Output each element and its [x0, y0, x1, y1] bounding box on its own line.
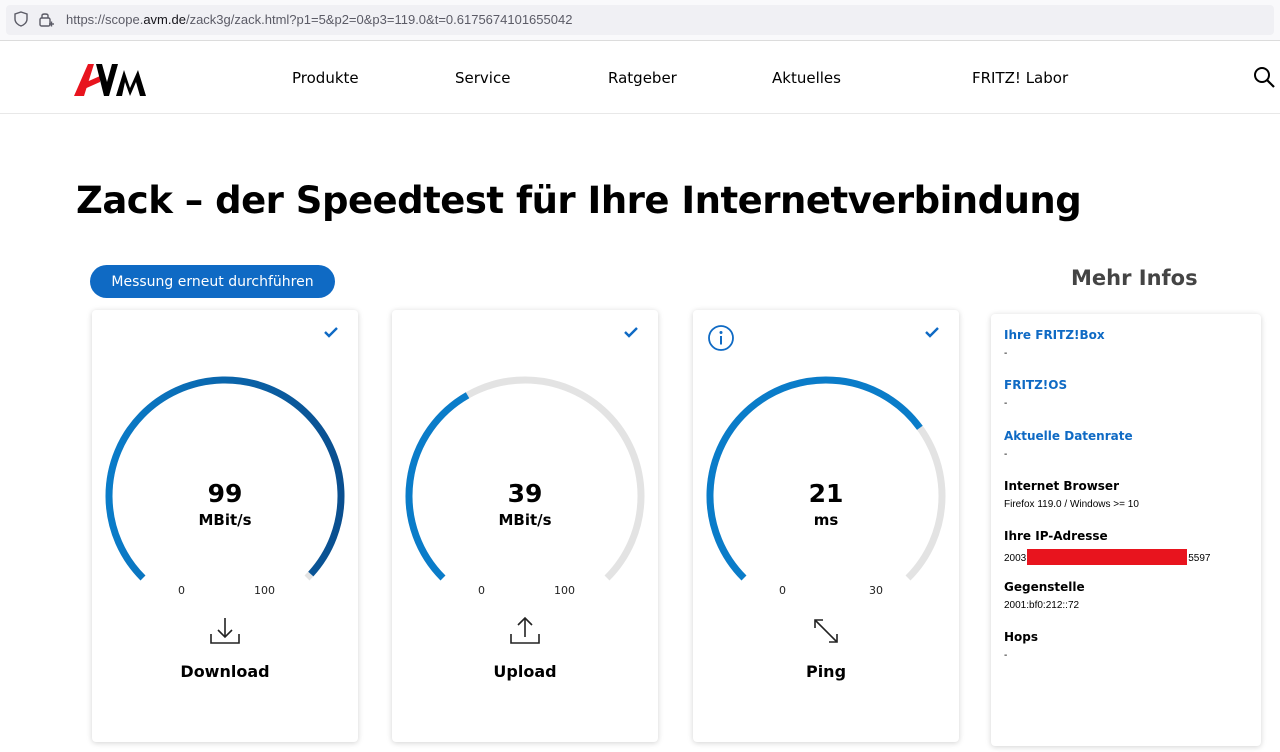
search-icon[interactable]	[1253, 66, 1275, 88]
info-ip: Ihre IP-Adresse 2003 5597	[1004, 529, 1211, 565]
site-header: Produkte Service Ratgeber Aktuelles FRIT…	[0, 41, 1280, 114]
info-browser: Internet Browser Firefox 119.0 / Windows…	[1004, 479, 1139, 510]
info-value: 2003 5597	[1004, 549, 1211, 565]
info-value: Firefox 119.0 / Windows >= 10	[1004, 499, 1139, 510]
gauge-fill	[105, 376, 345, 581]
info-gegenstelle: Gegenstelle 2001:bf0:212::72	[1004, 580, 1085, 611]
check-icon	[624, 327, 638, 338]
ping-arrows-icon	[814, 619, 838, 643]
info-key: Ihre IP-Adresse	[1004, 529, 1108, 543]
download-scale-min: 0	[178, 584, 185, 597]
ping-card: 21 ms 0 30 Ping	[693, 310, 959, 742]
upload-scale-max: 100	[554, 584, 575, 597]
download-scale-max: 100	[254, 584, 275, 597]
ip-redaction	[1027, 549, 1188, 565]
ip-suffix: 5597	[1188, 553, 1211, 564]
info-value: 2001:bf0:212::72	[1004, 600, 1080, 611]
info-icon[interactable]	[707, 324, 735, 352]
info-value: -	[1004, 449, 1008, 460]
download-icon	[210, 618, 240, 644]
info-hops: Hops -	[1004, 630, 1038, 661]
shield-icon[interactable]	[14, 11, 28, 27]
upload-label: Upload	[493, 662, 557, 681]
nav-fritz-labor[interactable]: FRITZ! Labor	[972, 69, 1069, 87]
info-value: -	[1004, 398, 1008, 409]
rerun-test-button[interactable]: Messung erneut durchführen	[90, 265, 335, 298]
more-info-panel: Ihre FRITZ!Box - FRITZ!OS - Aktuelle Dat…	[991, 314, 1261, 746]
download-gauge	[105, 376, 345, 581]
ping-gauge	[706, 376, 946, 581]
upload-scale-min: 0	[478, 584, 485, 597]
browser-url-bar: https://scope.avm.de/zack3g/zack.html?p1…	[0, 0, 1280, 41]
upload-gauge	[405, 376, 645, 581]
info-key: Hops	[1004, 630, 1039, 644]
check-icon	[925, 327, 939, 338]
info-fritzos: FRITZ!OS -	[1004, 378, 1067, 409]
avm-logo-graphic	[74, 64, 146, 96]
info-datenrate: Aktuelle Datenrate -	[1004, 429, 1133, 460]
nav-produkte[interactable]: Produkte	[292, 69, 359, 87]
info-fritzbox: Ihre FRITZ!Box -	[1004, 328, 1105, 359]
ip-prefix: 2003	[1004, 553, 1027, 564]
nav-aktuelles[interactable]: Aktuelles	[772, 69, 841, 87]
check-icon	[324, 327, 338, 338]
download-value: 99	[207, 479, 243, 508]
nav-service[interactable]: Service	[455, 69, 511, 87]
info-key[interactable]: FRITZ!OS	[1004, 378, 1068, 392]
gauge-fill	[405, 392, 470, 581]
nav-ratgeber[interactable]: Ratgeber	[608, 69, 677, 87]
url-text[interactable]: https://scope.avm.de/zack3g/zack.html?p1…	[66, 12, 572, 27]
ping-unit: ms	[813, 511, 839, 529]
lock-icon[interactable]	[38, 11, 56, 27]
gauge-fill	[706, 376, 923, 581]
page-title: Zack – der Speedtest für Ihre Internetve…	[76, 179, 1082, 222]
url-path: /zack3g/zack.html?p1=5&p2=0&p3=119.0&t=0…	[185, 12, 573, 27]
info-key: Gegenstelle	[1004, 580, 1085, 594]
ping-scale-min: 0	[779, 584, 786, 597]
address-field[interactable]	[6, 5, 1274, 35]
upload-icon	[510, 616, 540, 644]
info-value: -	[1004, 348, 1008, 359]
ping-label: Ping	[805, 662, 847, 681]
info-key[interactable]: Aktuelle Datenrate	[1004, 429, 1133, 443]
download-unit: MBit/s	[198, 511, 252, 529]
ping-value: 21	[808, 479, 844, 508]
upload-value: 39	[507, 479, 543, 508]
download-label: Download	[180, 662, 270, 681]
download-card: 99 MBit/s 0 100 Download	[92, 310, 358, 742]
more-info-heading: Mehr Infos	[1071, 266, 1198, 290]
url-domain: avm.de	[143, 12, 186, 27]
info-key[interactable]: Ihre FRITZ!Box	[1004, 328, 1105, 342]
avm-logo[interactable]	[74, 60, 148, 102]
upload-card: 39 MBit/s 0 100 Upload	[392, 310, 658, 742]
url-prefix: https://scope.	[66, 12, 144, 27]
info-value: -	[1004, 650, 1008, 661]
info-key: Internet Browser	[1004, 479, 1119, 493]
ping-scale-max: 30	[869, 584, 883, 597]
upload-unit: MBit/s	[498, 511, 552, 529]
